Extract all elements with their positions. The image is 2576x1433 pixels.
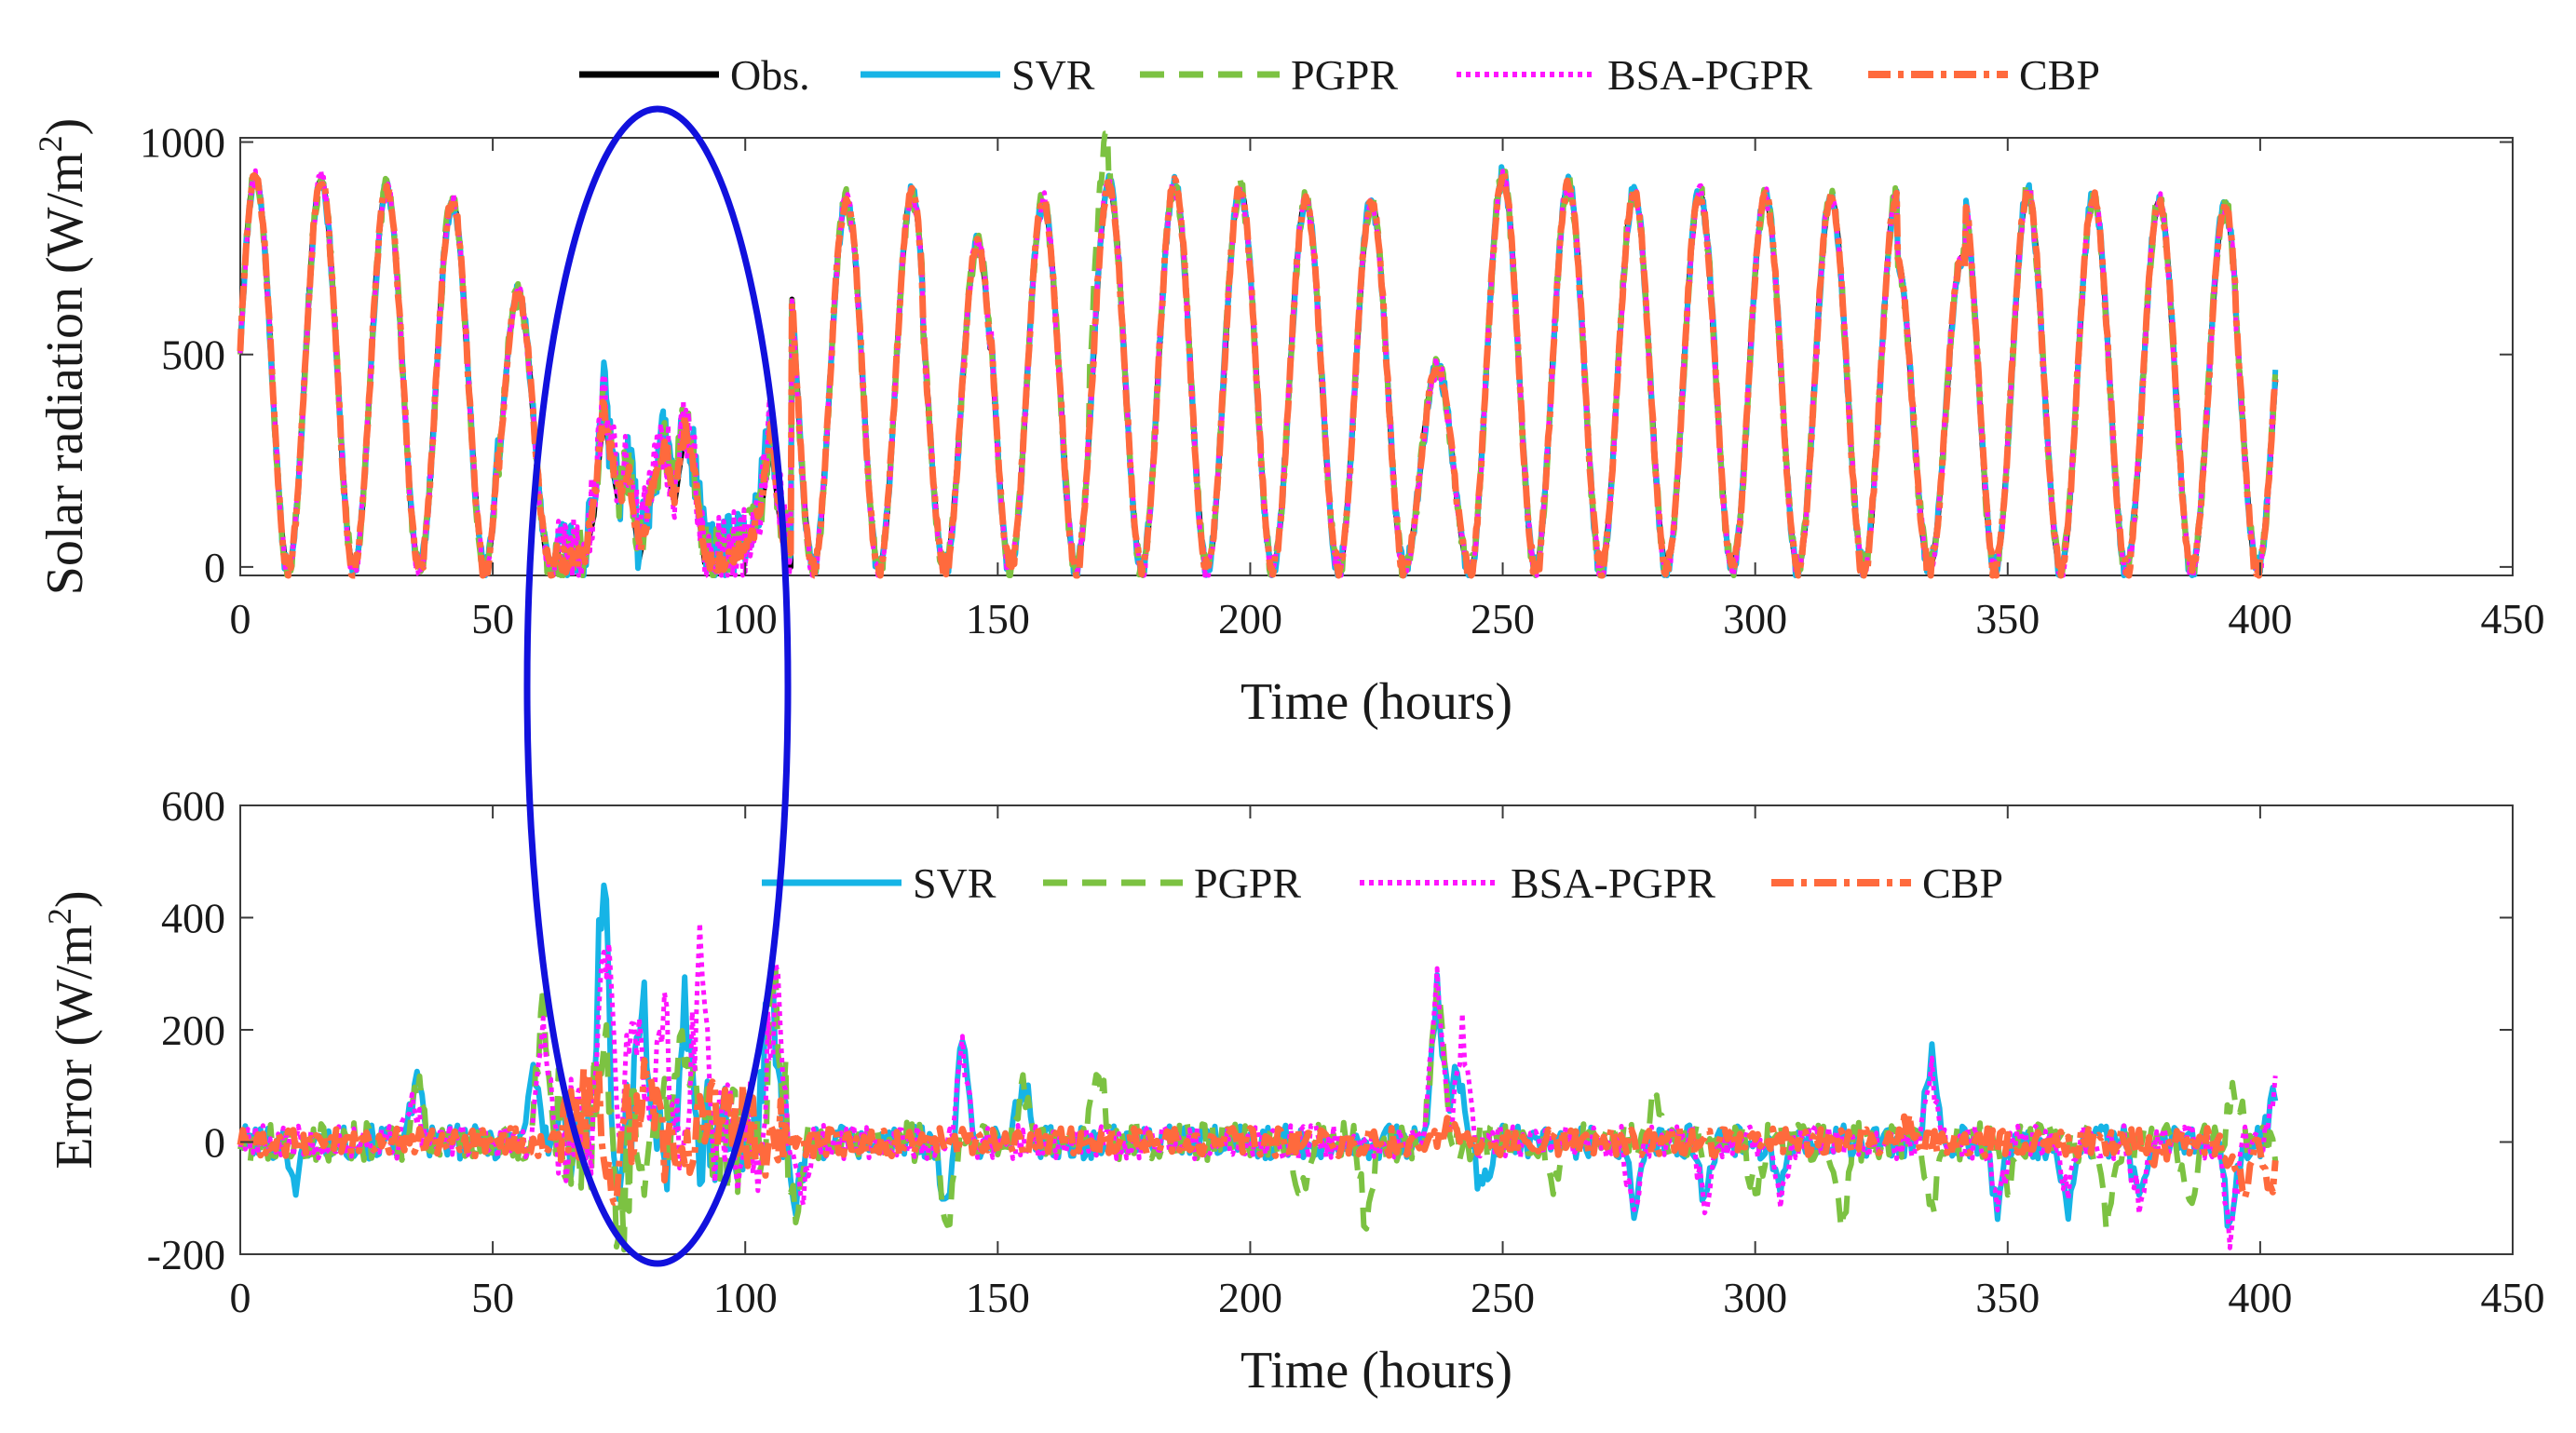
legend-label: CBP: [1922, 859, 2003, 907]
bot-ytick-label: 0: [204, 1119, 225, 1167]
bot-xtick-label: 200: [1218, 1274, 1282, 1321]
bot-xtick-label: 250: [1471, 1274, 1535, 1321]
solar-radiation-panel: 0 50 100 150 200 250 300 350 400 450 0 500 1000 Time…: [32, 51, 2545, 731]
bot-ytick-label: 600: [161, 782, 225, 830]
top-axes: 0 50 100 150 200 250 300 350 400 450 0 500 1000: [140, 119, 2545, 642]
bot-xtick-label: 400: [2228, 1274, 2292, 1321]
bot-ytick-label: -200: [147, 1231, 225, 1278]
highlight-ellipse: [523, 105, 792, 1267]
top-xtick-label: 350: [1975, 595, 2040, 642]
top-xtick-label: 400: [2228, 595, 2292, 642]
bottom-ylabel: Error (W/m2): [41, 890, 103, 1169]
legend-label: PGPR: [1291, 51, 1398, 99]
top-legend: Obs. SVR PGPR BSA-PGPR CBP: [579, 51, 2100, 99]
legend-label: BSA-PGPR: [1607, 51, 1812, 99]
top-ytick-label: 1000: [140, 119, 225, 167]
top-xtick-label: 200: [1218, 595, 1282, 642]
legend-label: SVR: [913, 859, 997, 907]
bottom-axes: 0 50 100 150 200 250 300 350 400 450-200020040060…: [147, 782, 2545, 1321]
top-series-cbp: [237, 168, 2279, 579]
bot-xtick-label: 350: [1975, 1274, 2040, 1321]
top-xtick-label: 50: [471, 595, 514, 642]
legend-label: SVR: [1011, 51, 1095, 99]
legend-label: PGPR: [1194, 859, 1301, 907]
bot-ytick-label: 200: [161, 1007, 225, 1054]
top-ytick-label: 500: [161, 331, 225, 379]
bottom-series-pgpr: [237, 966, 2279, 1253]
top-xtick-label: 100: [713, 595, 778, 642]
bot-xtick-label: 100: [713, 1274, 778, 1321]
bottom-xlabel: Time (hours): [1241, 1342, 1512, 1399]
bot-xtick-label: 300: [1723, 1274, 1787, 1321]
top-xtick-label: 450: [2481, 595, 2545, 642]
top-xlabel: Time (hours): [1241, 673, 1512, 731]
legend-label: CBP: [2019, 51, 2100, 99]
bot-xtick-label: 150: [966, 1274, 1030, 1321]
top-xtick-label: 250: [1471, 595, 1535, 642]
top-ylabel: Solar radiation (W/m2): [32, 118, 94, 596]
top-ytick-label: 0: [204, 544, 225, 591]
bottom-legend: SVR PGPR BSA-PGPR CBP: [762, 859, 2003, 907]
legend-label: BSA-PGPR: [1511, 859, 1715, 907]
legend-label: Obs.: [730, 51, 810, 99]
bot-xtick-label: 0: [230, 1274, 251, 1321]
top-xtick-label: 300: [1723, 595, 1787, 642]
top-xtick-label: 150: [966, 595, 1030, 642]
bot-xtick-label: 50: [471, 1274, 514, 1321]
top-series-group: [237, 130, 2279, 579]
top-xtick-label: 0: [230, 595, 251, 642]
bot-ytick-label: 400: [161, 895, 225, 942]
error-panel: 0 50 100 150 200 250 300 350 400 450-200020040060…: [41, 782, 2545, 1399]
bot-xtick-label: 450: [2481, 1274, 2545, 1321]
